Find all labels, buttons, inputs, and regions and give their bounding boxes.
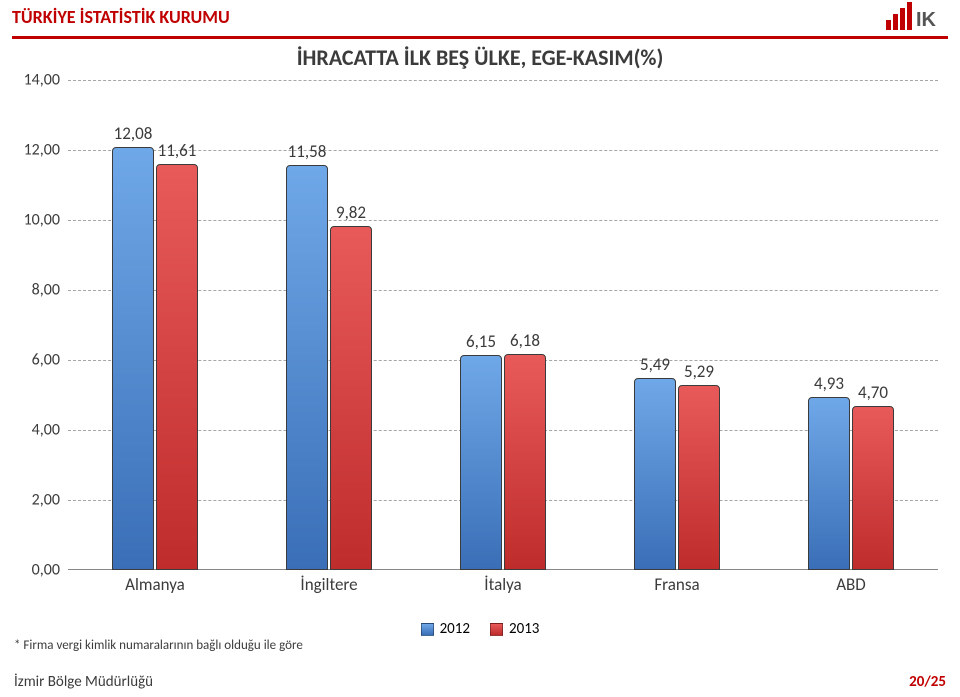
footer-left: İzmir Bölge Müdürlüğü [14,673,153,691]
bar-value-label: 4,93 [809,373,849,394]
ytick-label: 2,00 [32,491,60,510]
bar: 5,29 [678,385,720,570]
ytick-label: 6,00 [32,351,60,370]
bar: 4,93 [808,397,850,570]
ytick-label: 8,00 [32,281,60,300]
ytick-label: 10,00 [24,211,60,230]
bar-group: 4,934,70ABD [764,80,938,570]
legend-item: 2012 [421,620,470,638]
bar-value-label: 5,29 [679,361,719,382]
legend-swatch [490,623,503,636]
footnote: * Firma vergi kimlik numaralarının bağlı… [14,638,303,653]
ytick-label: 12,00 [24,141,60,160]
x-axis-label: İtalya [416,574,590,595]
legend-label: 2013 [509,620,539,638]
legend-item: 2013 [490,620,539,638]
bar: 11,61 [156,164,198,570]
bar-group: 12,0811,61Almanya [68,80,242,570]
legend-swatch [421,623,434,636]
bar: 9,82 [330,226,372,570]
bar-value-label: 4,70 [853,382,893,403]
bar: 6,15 [460,355,502,570]
bar: 11,58 [286,165,328,570]
bar-value-label: 12,08 [113,123,153,144]
bar-group: 11,589,82İngiltere [242,80,416,570]
bar-value-label: 6,15 [461,331,501,352]
x-axis-label: ABD [764,574,938,595]
tuik-logo: IK [886,2,946,39]
x-axis-label: Fransa [590,574,764,595]
ytick-label: 0,00 [32,561,60,580]
bar-value-label: 9,82 [331,202,371,223]
header-divider [12,36,948,39]
bar-group: 6,156,18İtalya [416,80,590,570]
plot-area: 0,002,004,006,008,0010,0012,0014,0012,08… [68,80,938,570]
ytick-label: 4,00 [32,421,60,440]
bar-value-label: 6,18 [505,330,545,351]
bar: 5,49 [634,378,676,570]
bar: 4,70 [852,406,894,571]
bar-group: 5,495,29Fransa [590,80,764,570]
svg-text:IK: IK [916,9,937,31]
bar-value-label: 11,58 [287,141,327,162]
bar-value-label: 11,61 [157,140,197,161]
legend-label: 2012 [440,620,470,638]
page-number: 20/25 [909,673,946,691]
x-axis-label: Almanya [68,574,242,595]
chart-title: İHRACATTA İLK BEŞ ÜLKE, EGE-KASIM(%) [0,44,960,71]
bar-value-label: 5,49 [635,354,675,375]
org-title: TÜRKİYE İSTATİSTİK KURUMU [12,6,230,28]
bar: 12,08 [112,147,154,570]
bar: 6,18 [504,354,546,570]
bar-chart: 0,002,004,006,008,0010,0012,0014,0012,08… [68,80,938,590]
x-axis-label: İngiltere [242,574,416,595]
ytick-label: 14,00 [24,71,60,90]
